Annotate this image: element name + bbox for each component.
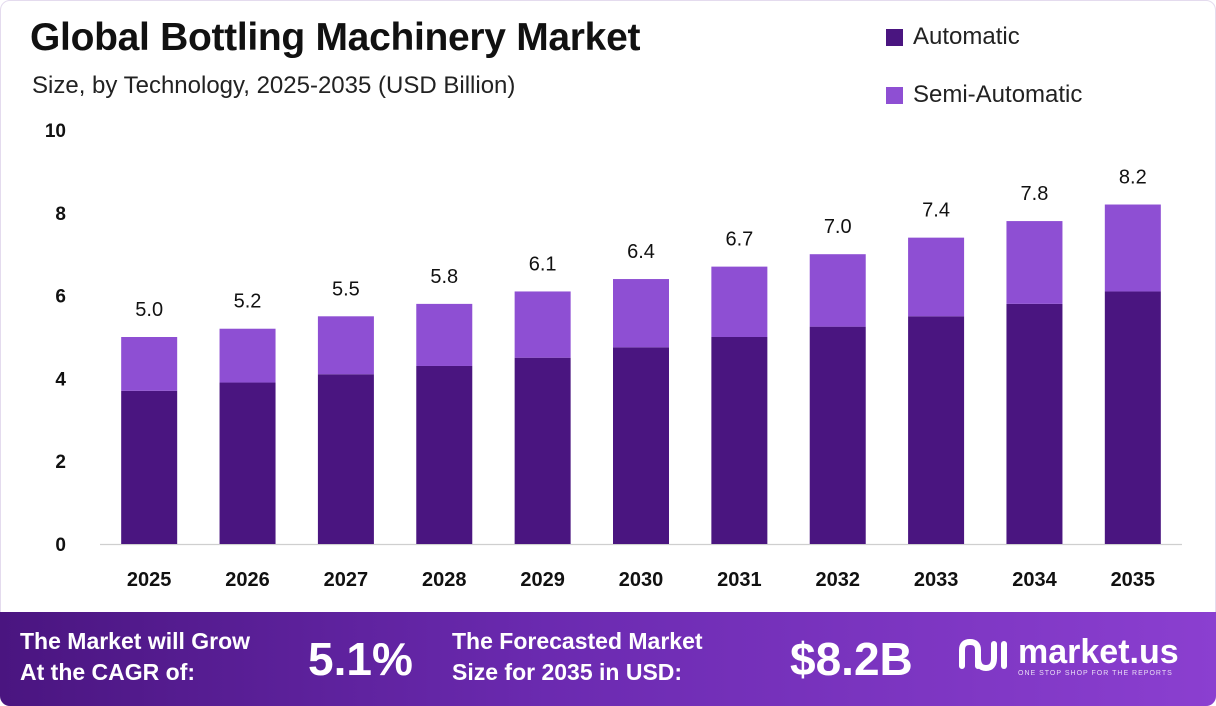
bar-automatic-2029	[514, 357, 571, 544]
bar-semi-automatic-2034	[1006, 221, 1063, 304]
bar-chart: 0 2 4 6 8 10 5.0 2025 5.2 2026 5.5 2027 5.8 2028 6.1 20…	[45, 121, 1182, 591]
data-label-2026: 5.2	[234, 291, 262, 313]
x-tick-label-2035: 2035	[1111, 569, 1156, 591]
x-tick-label-2033: 2033	[914, 569, 959, 591]
bar-automatic-2026	[219, 382, 276, 544]
chart-title: Global Bottling Machinery Market	[30, 16, 641, 59]
data-label-2032: 7.0	[824, 216, 852, 238]
cagr-value: 5.1%	[308, 633, 413, 685]
x-tick-label-2032: 2032	[815, 569, 860, 591]
data-label-2028: 5.8	[430, 266, 458, 288]
data-label-2031: 6.7	[725, 229, 753, 251]
footer-banner: The Market will Grow At the CAGR of: 5.1…	[0, 612, 1216, 706]
data-label-2030: 6.4	[627, 241, 655, 263]
chart-subtitle: Size, by Technology, 2025-2035 (USD Bill…	[32, 72, 516, 99]
legend-label-automatic: Automatic	[913, 23, 1020, 50]
x-tick-label-2031: 2031	[717, 569, 762, 591]
market-us-logo-icon	[959, 638, 1007, 672]
x-tick-label-2029: 2029	[520, 569, 565, 591]
bar-semi-automatic-2028	[416, 303, 473, 366]
bar-semi-automatic-2025	[121, 337, 178, 391]
data-label-2034: 7.8	[1021, 183, 1049, 205]
data-label-2035: 8.2	[1119, 167, 1147, 189]
y-tick-label: 4	[55, 369, 66, 390]
data-label-2025: 5.0	[135, 299, 163, 321]
legend-swatch-semi-automatic	[886, 86, 903, 104]
x-tick-label-2027: 2027	[324, 569, 369, 591]
legend-item-semi-automatic: Semi-Automatic	[886, 80, 1082, 110]
brand-tagline: ONE STOP SHOP FOR THE REPORTS	[1018, 669, 1173, 677]
bar-semi-automatic-2030	[613, 279, 669, 348]
forecast-value: $8.2B	[790, 633, 913, 685]
legend-swatch-automatic	[886, 28, 903, 46]
x-tick-label-2026: 2026	[225, 569, 270, 591]
bar-semi-automatic-2032	[809, 254, 866, 327]
x-tick-label-2030: 2030	[619, 569, 664, 591]
bar-automatic-2025	[121, 390, 178, 544]
bar-automatic-2028	[416, 365, 473, 544]
cagr-label: The Market will Grow At the CAGR of:	[20, 628, 251, 685]
y-tick-label: 2	[55, 452, 66, 473]
x-tick-label-2028: 2028	[422, 569, 467, 591]
bar-semi-automatic-2026	[219, 328, 276, 383]
x-tick-label-2034: 2034	[1012, 569, 1057, 591]
legend-label-semi-automatic: Semi-Automatic	[913, 81, 1083, 108]
bar-semi-automatic-2031	[711, 266, 768, 337]
legend-item-automatic: Automatic	[886, 22, 1082, 52]
y-tick-label: 6	[55, 287, 66, 308]
bar-automatic-2031	[711, 337, 768, 544]
bar-semi-automatic-2029	[514, 291, 571, 358]
x-tick-label-2025: 2025	[127, 569, 172, 591]
bar-automatic-2034	[1006, 303, 1063, 544]
y-tick-label: 10	[45, 121, 66, 142]
bar-semi-automatic-2033	[908, 237, 965, 317]
bar-semi-automatic-2027	[317, 316, 374, 375]
bar-automatic-2035	[1104, 291, 1161, 544]
bar-automatic-2030	[613, 347, 669, 544]
bar-automatic-2032	[809, 326, 866, 544]
bar-automatic-2027	[317, 374, 374, 544]
y-tick-label: 8	[55, 204, 66, 225]
y-tick-label: 0	[55, 535, 66, 556]
brand-name: market.us	[1018, 632, 1179, 671]
brand-logo: market.us ONE STOP SHOP FOR THE REPORTS	[958, 632, 1179, 678]
legend: Automatic Semi-Automatic	[886, 22, 1082, 138]
data-label-2027: 5.5	[332, 278, 360, 300]
data-label-2029: 6.1	[529, 253, 557, 275]
data-label-2033: 7.4	[922, 200, 950, 222]
bar-semi-automatic-2035	[1104, 204, 1161, 292]
bar-automatic-2033	[908, 316, 965, 544]
forecast-label: The Forecasted Market Size for 2035 in U…	[452, 628, 703, 685]
